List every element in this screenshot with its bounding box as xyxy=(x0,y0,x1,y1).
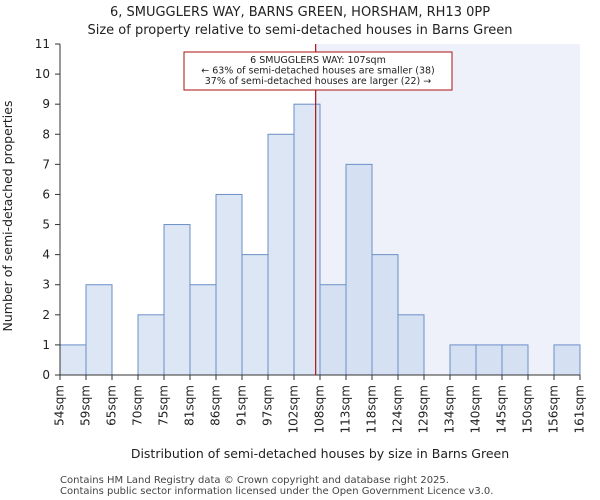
y-tick-label: 4 xyxy=(42,248,50,262)
bar-86sqm xyxy=(215,193,243,376)
x-tick-label: 118sqm xyxy=(365,385,379,433)
annotation-line: 37% of semi-detached houses are larger (… xyxy=(205,76,432,87)
x-axis-label: Distribution of semi-detached houses by … xyxy=(131,446,509,461)
y-tick-label: 8 xyxy=(42,127,50,141)
footer-line-2: Contains public sector information licen… xyxy=(60,486,493,497)
footer-line-1: Contains HM Land Registry data © Crown c… xyxy=(60,475,449,486)
x-tick-label: 150sqm xyxy=(521,385,535,433)
chart-title: 6, SMUGGLERS WAY, BARNS GREEN, HORSHAM, … xyxy=(110,5,490,20)
x-tick-label: 108sqm xyxy=(313,385,327,433)
x-tick-label: 140sqm xyxy=(469,385,483,433)
y-tick-label: 6 xyxy=(42,187,50,201)
x-tick-label: 70sqm xyxy=(131,385,145,426)
bar-97sqm xyxy=(267,133,295,376)
bar-140sqm xyxy=(475,344,503,376)
x-tick-label: 86sqm xyxy=(209,385,223,426)
x-tick-label: 81sqm xyxy=(183,385,197,426)
x-tick-label: 156sqm xyxy=(547,385,561,433)
x-tick-label: 65sqm xyxy=(105,385,119,426)
y-tick-label: 3 xyxy=(42,278,50,292)
x-tick-label: 91sqm xyxy=(235,385,249,426)
bar-124sqm xyxy=(397,314,425,376)
x-tick-label: 129sqm xyxy=(417,385,431,433)
y-tick-label: 9 xyxy=(42,97,50,111)
bar-118sqm xyxy=(371,254,399,376)
x-tick-label: 54sqm xyxy=(53,385,67,426)
annotation-line: 6 SMUGGLERS WAY: 107sqm xyxy=(250,55,386,66)
bar-75sqm xyxy=(163,224,191,376)
x-tick-label: 59sqm xyxy=(79,385,93,426)
chart-subtitle: Size of property relative to semi-detach… xyxy=(87,23,512,38)
bar-54sqm xyxy=(59,344,87,376)
annotation-box xyxy=(183,51,453,91)
y-tick-label: 2 xyxy=(42,308,50,322)
bar-81sqm xyxy=(189,284,217,376)
plot-area: 0 1 2 3 4 5 6 7 8 9 10 11 54sqm 59sqm 65sqm 70sqm 75sqm 8… xyxy=(35,37,587,433)
x-tick-label: 102sqm xyxy=(287,385,301,433)
x-tick-label: 134sqm xyxy=(443,385,457,433)
bar-70sqm xyxy=(137,314,165,376)
bar-59sqm xyxy=(85,284,113,376)
annotation-line: ← 63% of semi-detached houses are smalle… xyxy=(201,66,435,77)
y-tick-label: 7 xyxy=(42,157,50,171)
x-tick-label: 145sqm xyxy=(495,385,509,433)
y-tick-label: 11 xyxy=(35,37,50,51)
bar-91sqm xyxy=(241,254,269,376)
x-tick-label: 97sqm xyxy=(261,385,275,426)
y-axis-label: Number of semi-detached properties xyxy=(0,101,15,332)
y-tick-label: 0 xyxy=(42,368,50,382)
bar-113sqm xyxy=(345,163,373,376)
bar-108sqm xyxy=(319,284,347,376)
bar-134sqm xyxy=(449,344,477,376)
bar-145sqm xyxy=(501,344,529,376)
bar-156sqm xyxy=(553,344,581,376)
x-tick-label: 124sqm xyxy=(391,385,405,433)
x-tick-label: 75sqm xyxy=(157,385,171,426)
y-tick-label: 1 xyxy=(42,338,50,352)
x-tick-label: 113sqm xyxy=(339,385,353,433)
y-tick-label: 10 xyxy=(35,67,50,81)
y-tick-label: 5 xyxy=(42,218,50,232)
x-tick-label: 161sqm xyxy=(573,385,587,433)
